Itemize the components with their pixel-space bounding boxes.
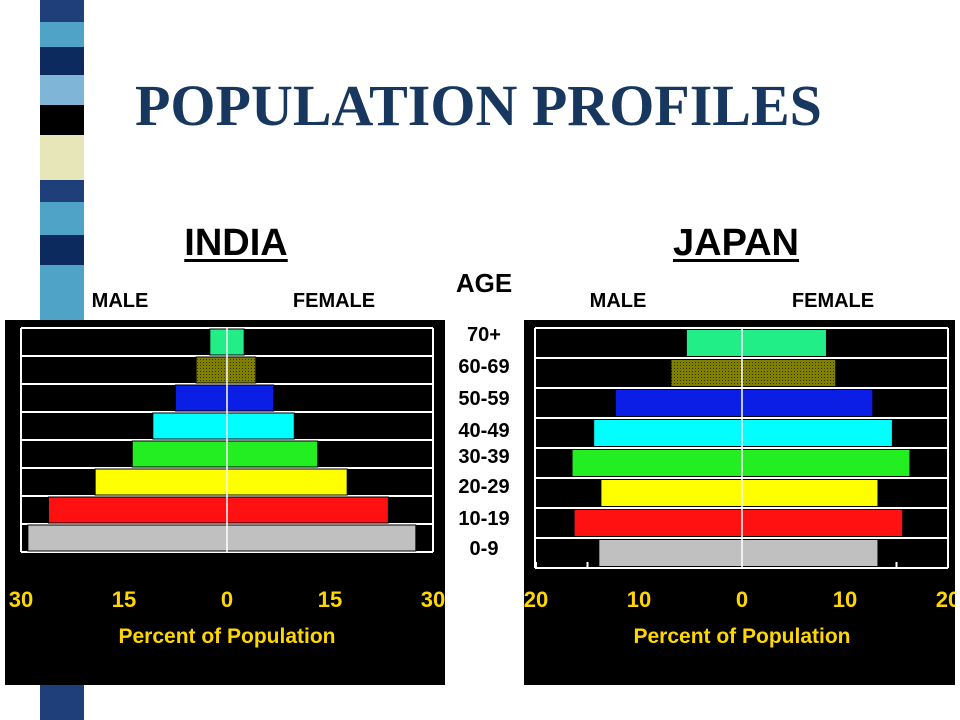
male-bar-60-69 — [195, 356, 228, 384]
female-bar-30-39 — [226, 440, 319, 468]
male-bar-60-69 — [670, 359, 743, 387]
decorative-stripe — [40, 0, 84, 720]
india-title: INDIA — [184, 222, 288, 264]
japan-title: JAPAN — [673, 222, 799, 264]
india-female-label: FEMALE — [292, 290, 376, 312]
age-title: AGE — [455, 268, 513, 298]
female-bar-40-49 — [741, 419, 893, 447]
x-tick-label: 15 — [318, 587, 342, 612]
india-pyramid-chart: 30 15 0 15 30 Percent of Population — [9, 327, 445, 648]
male-bar-40-49 — [593, 419, 743, 447]
female-bar-60-69 — [226, 356, 257, 384]
female-bar-70+ — [226, 328, 245, 356]
x-tick-label: 30 — [421, 587, 445, 612]
male-bar-20-29 — [94, 468, 228, 496]
female-bar-0-9 — [741, 539, 879, 567]
female-bar-20-29 — [741, 479, 879, 507]
female-bar-10-19 — [741, 509, 904, 537]
age-label: 10-19 — [458, 508, 510, 530]
japan-male-label: MALE — [589, 290, 647, 312]
male-bar-40-49 — [152, 412, 228, 440]
age-label: 70+ — [467, 324, 501, 346]
age-label: 60-69 — [458, 356, 510, 378]
india-chart-panel: 30 15 0 15 30 Percent of Population — [5, 320, 445, 685]
female-bar-60-69 — [741, 359, 837, 387]
japan-chart-panel: 20 10 0 10 20 Percent of Population — [524, 320, 955, 685]
x-tick-label: 20 — [524, 587, 548, 612]
x-tick-label: 20 — [936, 587, 955, 612]
x-tick-label: 10 — [627, 587, 651, 612]
india-male-label: MALE — [91, 290, 149, 312]
female-bar-50-59 — [226, 384, 275, 412]
female-bar-30-39 — [741, 449, 911, 477]
x-tick-label: 10 — [833, 587, 857, 612]
age-label: 40-49 — [458, 420, 510, 442]
male-bar-30-39 — [131, 440, 228, 468]
male-bar-0-9 — [27, 524, 228, 552]
male-bar-20-29 — [600, 479, 743, 507]
female-bar-40-49 — [226, 412, 295, 440]
x-axis-title: Percent of Population — [118, 625, 335, 648]
female-bar-70+ — [741, 329, 827, 357]
male-bar-50-59 — [175, 384, 228, 412]
age-label: 0-9 — [469, 538, 499, 560]
male-bar-10-19 — [47, 496, 228, 524]
female-bar-50-59 — [741, 389, 874, 417]
male-bar-70+ — [685, 329, 743, 357]
x-axis-title: Percent of Population — [633, 625, 850, 648]
male-bar-10-19 — [573, 509, 743, 537]
x-tick-label: 0 — [221, 587, 233, 612]
age-label: 50-59 — [458, 388, 510, 410]
female-bar-20-29 — [226, 468, 348, 496]
age-label: 20-29 — [458, 476, 510, 498]
x-tick-label: 0 — [736, 587, 748, 612]
x-tick-label: 30 — [9, 587, 33, 612]
male-bar-0-9 — [598, 539, 743, 567]
female-bar-10-19 — [226, 496, 389, 524]
age-axis-labels: 70+ 60-69 50-59 40-49 30-39 20-29 10-19 … — [440, 0, 528, 720]
x-tick-label: 15 — [112, 587, 136, 612]
male-bar-50-59 — [614, 389, 743, 417]
japan-pyramid-chart: 20 10 0 10 20 Percent of Population — [524, 327, 955, 648]
male-bar-70+ — [209, 328, 228, 356]
japan-female-label: FEMALE — [791, 290, 875, 312]
male-bar-30-39 — [571, 449, 743, 477]
age-label: 30-39 — [458, 446, 510, 468]
female-bar-0-9 — [226, 524, 417, 552]
page-title: POPULATION PROFILES — [135, 73, 822, 138]
